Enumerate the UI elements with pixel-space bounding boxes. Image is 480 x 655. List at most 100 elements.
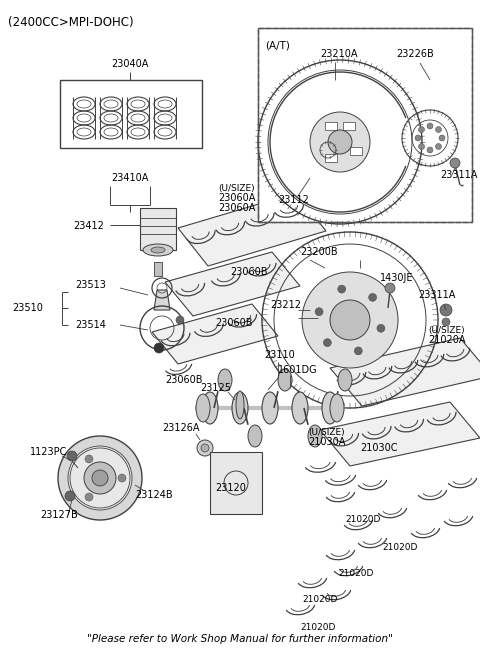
Text: 23200B: 23200B — [300, 247, 337, 257]
Ellipse shape — [330, 394, 344, 422]
Bar — [325, 153, 337, 162]
Text: 23513: 23513 — [75, 280, 106, 290]
Circle shape — [65, 491, 75, 501]
Text: (2400CC>MPI-DOHC): (2400CC>MPI-DOHC) — [8, 16, 133, 29]
Circle shape — [85, 493, 93, 501]
Circle shape — [435, 143, 442, 149]
Circle shape — [338, 285, 346, 293]
Bar — [154, 262, 162, 276]
Text: 23060B: 23060B — [230, 267, 267, 277]
Bar — [349, 147, 361, 155]
Polygon shape — [154, 290, 170, 310]
Circle shape — [84, 462, 116, 494]
Circle shape — [427, 147, 433, 153]
Circle shape — [354, 347, 362, 355]
Ellipse shape — [278, 369, 292, 391]
Text: 1430JE: 1430JE — [380, 273, 413, 283]
Ellipse shape — [104, 100, 118, 108]
Text: 21020D: 21020D — [345, 515, 380, 525]
Ellipse shape — [196, 394, 210, 422]
Text: 23125: 23125 — [200, 383, 231, 393]
Text: 23226B: 23226B — [396, 49, 434, 59]
Ellipse shape — [202, 392, 218, 424]
Ellipse shape — [104, 114, 118, 122]
Text: 23040A: 23040A — [111, 59, 149, 69]
Circle shape — [302, 272, 398, 368]
Circle shape — [439, 135, 445, 141]
Text: 23110: 23110 — [264, 350, 295, 360]
Text: 21020D: 21020D — [338, 569, 373, 578]
Circle shape — [154, 343, 164, 353]
Ellipse shape — [262, 392, 278, 424]
Circle shape — [324, 339, 331, 346]
Ellipse shape — [236, 391, 244, 419]
Bar — [140, 208, 176, 250]
Bar — [60, 80, 202, 148]
Circle shape — [328, 130, 352, 154]
Circle shape — [176, 316, 184, 324]
Text: 23212: 23212 — [270, 300, 301, 310]
Text: 23126A: 23126A — [162, 423, 200, 433]
Text: 23112: 23112 — [278, 195, 309, 205]
Ellipse shape — [77, 128, 91, 136]
Circle shape — [92, 470, 108, 486]
Ellipse shape — [104, 128, 118, 136]
Circle shape — [415, 135, 421, 141]
Text: (U/SIZE): (U/SIZE) — [308, 428, 345, 436]
Text: (U/SIZE): (U/SIZE) — [428, 326, 465, 335]
Circle shape — [68, 446, 132, 510]
Text: (U/SIZE): (U/SIZE) — [218, 183, 254, 193]
Text: 23060B: 23060B — [215, 318, 252, 328]
Circle shape — [197, 440, 213, 456]
Ellipse shape — [158, 128, 172, 136]
Ellipse shape — [143, 244, 173, 256]
Text: 21020D: 21020D — [382, 544, 418, 553]
Text: 21020A: 21020A — [428, 335, 466, 345]
Text: 21030C: 21030C — [360, 443, 397, 453]
Bar — [258, 28, 472, 222]
Circle shape — [377, 324, 385, 332]
Circle shape — [442, 318, 450, 326]
Text: 23060A: 23060A — [218, 193, 255, 203]
Text: 23510: 23510 — [12, 303, 43, 313]
Text: 23210A: 23210A — [320, 49, 358, 59]
Text: 23124B: 23124B — [135, 490, 173, 500]
Polygon shape — [165, 252, 300, 316]
Text: 23410A: 23410A — [111, 173, 149, 183]
Circle shape — [201, 444, 209, 452]
Circle shape — [118, 474, 126, 482]
Circle shape — [310, 112, 370, 172]
Circle shape — [419, 126, 424, 132]
Text: 23060B: 23060B — [165, 375, 203, 385]
Ellipse shape — [131, 100, 145, 108]
Ellipse shape — [131, 128, 145, 136]
Circle shape — [369, 293, 377, 301]
Circle shape — [67, 451, 77, 461]
Polygon shape — [178, 193, 326, 266]
Ellipse shape — [308, 425, 322, 447]
Ellipse shape — [77, 100, 91, 108]
Text: 23412: 23412 — [73, 221, 104, 231]
Circle shape — [450, 158, 460, 168]
Text: 23311A: 23311A — [418, 290, 456, 300]
Text: "Please refer to Work Shop Manual for further information": "Please refer to Work Shop Manual for fu… — [87, 634, 393, 644]
Circle shape — [315, 308, 323, 316]
Ellipse shape — [158, 100, 172, 108]
Ellipse shape — [158, 114, 172, 122]
Circle shape — [330, 300, 370, 340]
Ellipse shape — [77, 114, 91, 122]
Circle shape — [427, 123, 433, 129]
Ellipse shape — [218, 369, 232, 391]
Circle shape — [385, 283, 395, 293]
Text: 23514: 23514 — [75, 320, 106, 330]
Ellipse shape — [232, 392, 248, 424]
Text: 21020D: 21020D — [302, 595, 337, 605]
Bar — [343, 122, 355, 130]
Text: 23311A: 23311A — [440, 170, 478, 180]
Text: 21020D: 21020D — [300, 624, 336, 633]
Bar — [210, 452, 262, 514]
Circle shape — [58, 436, 142, 520]
Circle shape — [440, 304, 452, 316]
Bar — [258, 28, 472, 222]
Text: 23060A: 23060A — [218, 203, 255, 213]
